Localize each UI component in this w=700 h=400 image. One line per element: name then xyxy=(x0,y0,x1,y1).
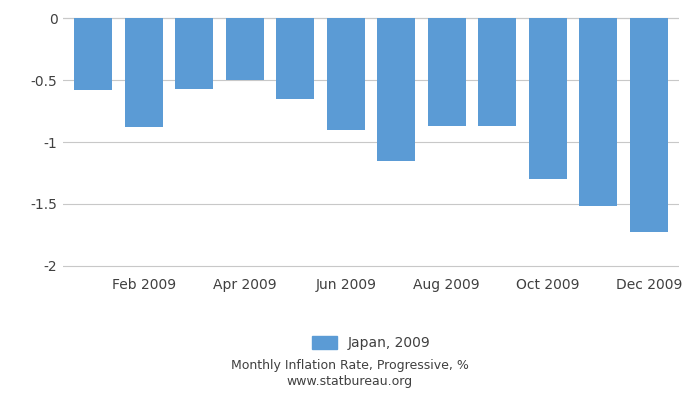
Bar xyxy=(327,18,365,130)
Bar xyxy=(478,18,516,126)
Bar xyxy=(276,18,314,99)
Bar xyxy=(74,18,112,90)
Bar xyxy=(630,18,668,232)
Text: www.statbureau.org: www.statbureau.org xyxy=(287,376,413,388)
Bar xyxy=(580,18,617,206)
Bar xyxy=(175,18,214,89)
Bar xyxy=(125,18,162,127)
Bar xyxy=(377,18,415,160)
Bar xyxy=(528,18,567,179)
Bar xyxy=(226,18,264,80)
Legend: Japan, 2009: Japan, 2009 xyxy=(312,336,430,350)
Text: Monthly Inflation Rate, Progressive, %: Monthly Inflation Rate, Progressive, % xyxy=(231,360,469,372)
Bar xyxy=(428,18,466,126)
